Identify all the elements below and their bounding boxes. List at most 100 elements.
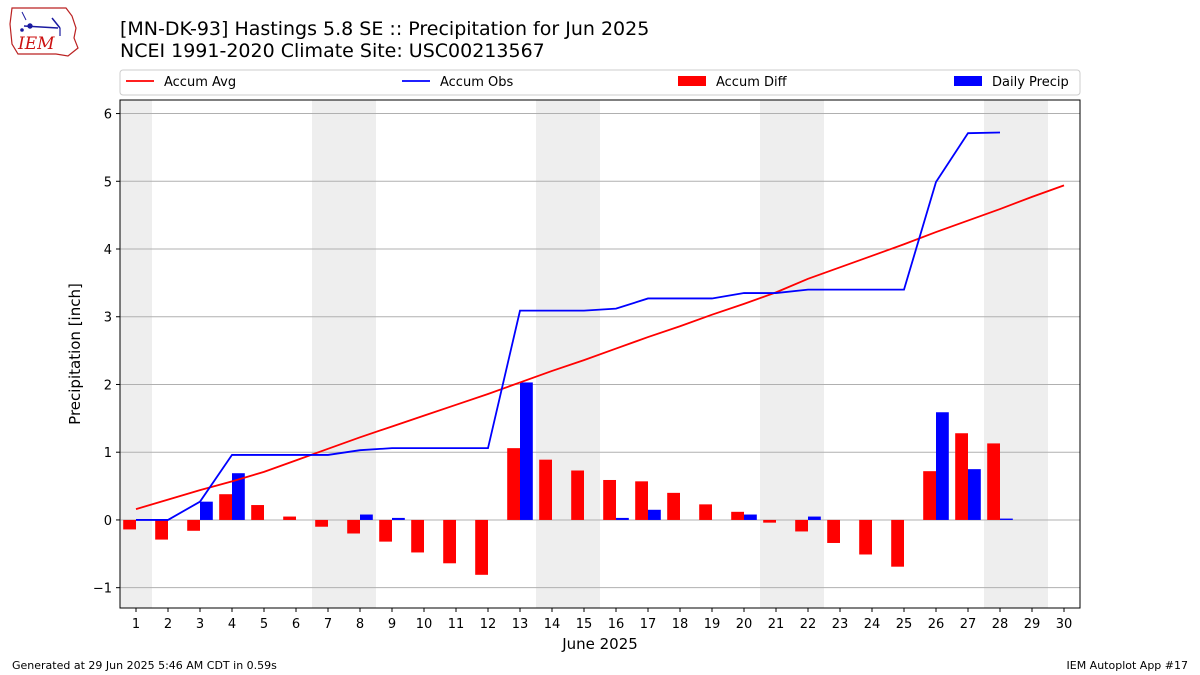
x-tick-label: 23: [832, 617, 849, 632]
daily-precip-bar: [744, 514, 757, 520]
legend-daily-precip-label: Daily Precip: [992, 75, 1069, 90]
accum-diff-bar: [731, 511, 744, 520]
accum-diff-bar: [635, 481, 648, 520]
accum-diff-bar: [347, 519, 360, 534]
x-tick-label: 8: [356, 617, 364, 632]
x-tick-label: 26: [928, 617, 945, 632]
accum-diff-bar: [379, 519, 392, 542]
accum-diff-bar: [571, 470, 584, 520]
x-tick-label: 10: [416, 617, 433, 632]
daily-precip-bar: [936, 412, 949, 520]
x-tick-label: 18: [672, 617, 689, 632]
accum-diff-bar: [955, 433, 968, 520]
accum-diff-bar: [763, 519, 776, 523]
x-tick-label: 22: [800, 617, 817, 632]
x-tick-label: 29: [1024, 617, 1041, 632]
accum-diff-bar: [667, 492, 680, 520]
app-credit: IEM Autoplot App #17: [1066, 659, 1189, 672]
accum-diff-bar: [987, 443, 1000, 520]
y-axis-label: Precipitation [inch]: [66, 283, 84, 425]
chart-title: [MN-DK-93] Hastings 5.8 SE :: Precipitat…: [120, 18, 650, 40]
x-tick-label: 1: [132, 617, 140, 632]
legend-daily-precip-swatch: [954, 76, 982, 86]
legend-accum-obs-label: Accum Obs: [440, 75, 513, 90]
accum-diff-bar: [219, 494, 232, 520]
accum-diff-bar: [603, 479, 616, 520]
accum-diff-bar: [475, 519, 488, 575]
legend-accum-avg-label: Accum Avg: [164, 75, 236, 90]
accum-diff-bar: [411, 519, 424, 553]
accum-diff-bar: [283, 516, 296, 520]
daily-precip-bar: [808, 516, 821, 520]
daily-precip-bar: [392, 517, 405, 520]
x-tick-label: 4: [228, 617, 236, 632]
accum-diff-bar: [827, 519, 840, 543]
accum-diff-bar: [443, 519, 456, 564]
y-tick-label: 3: [104, 311, 112, 326]
legend-box: [119, 69, 1081, 96]
y-tick-label: 4: [104, 243, 112, 258]
x-tick-label: 25: [896, 617, 913, 632]
daily-precip-bar: [360, 514, 373, 520]
generated-timestamp: Generated at 29 Jun 2025 5:46 AM CDT in …: [12, 659, 277, 672]
x-tick-label: 9: [388, 617, 396, 632]
x-axis-label: June 2025: [561, 635, 638, 653]
accum-diff-bar: [795, 519, 808, 532]
daily-precip-bar: [648, 509, 661, 520]
weekend-shade: [120, 100, 152, 608]
x-tick-label: 27: [960, 617, 977, 632]
daily-precip-bar: [200, 501, 213, 520]
y-tick-label: 5: [104, 175, 112, 190]
x-tick-label: 19: [704, 617, 721, 632]
accum-diff-bar: [891, 519, 904, 567]
x-tick-label: 12: [480, 617, 497, 632]
x-tick-label: 13: [512, 617, 529, 632]
accum-diff-bar: [251, 505, 264, 520]
y-tick-label: 1: [104, 446, 112, 461]
daily-precip-bar: [616, 517, 629, 520]
y-tick-label: −1: [93, 582, 112, 597]
accum-obs-line: [136, 131, 1001, 521]
x-tick-label: 14: [544, 617, 561, 632]
accum-diff-bar: [155, 519, 168, 540]
x-tick-label: 28: [992, 617, 1009, 632]
accum-diff-bar: [123, 519, 136, 530]
iem-logo: IEM: [9, 7, 79, 57]
plot-frame: [119, 99, 1081, 609]
accum-avg-line: [135, 184, 1065, 510]
weekend-shade: [984, 100, 1048, 608]
accum-diff-bar: [539, 459, 552, 520]
x-tick-label: 3: [196, 617, 204, 632]
x-tick-label: 2: [164, 617, 172, 632]
weekend-shade: [312, 100, 376, 608]
weekend-shade: [536, 100, 600, 608]
y-tick-label: 0: [104, 514, 112, 529]
accum-diff-bar: [187, 519, 200, 531]
x-tick-label: 24: [864, 617, 881, 632]
x-tick-label: 11: [448, 617, 465, 632]
iem-logo-text: IEM: [17, 34, 55, 54]
legend-accum-diff-label: Accum Diff: [716, 75, 788, 90]
daily-precip-bar: [232, 473, 245, 520]
accum-diff-bar: [699, 504, 712, 520]
daily-precip-bar: [1000, 518, 1013, 520]
daily-precip-bar: [520, 382, 533, 520]
accum-diff-bar: [507, 448, 520, 520]
accum-diff-bar: [923, 471, 936, 520]
legend-accum-diff-swatch: [678, 76, 706, 86]
x-tick-label: 15: [576, 617, 593, 632]
x-tick-label: 7: [324, 617, 332, 632]
x-tick-label: 16: [608, 617, 625, 632]
y-tick-label: 6: [104, 108, 112, 123]
chart-subtitle: NCEI 1991-2020 Climate Site: USC00213567: [120, 40, 545, 62]
x-tick-label: 5: [260, 617, 268, 632]
y-tick-label: 2: [104, 378, 112, 393]
legend: Accum Avg Accum Obs Accum Diff Daily Precip: [119, 69, 1081, 96]
accum-diff-bar: [315, 519, 328, 527]
daily-precip-bar: [968, 469, 981, 520]
x-tick-label: 17: [640, 617, 657, 632]
x-tick-label: 21: [768, 617, 785, 632]
accum-diff-bar: [859, 519, 872, 555]
weekend-shade: [760, 100, 824, 608]
